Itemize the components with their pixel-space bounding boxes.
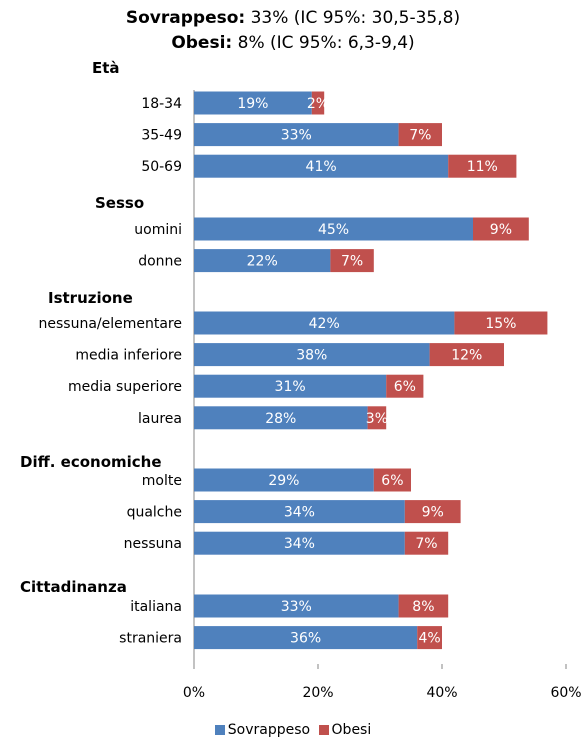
bar-obesi-qualche — [404, 500, 461, 524]
chart-title-line-2: Obesi: 8% (IC 95%: 6,3-9,4) — [0, 33, 586, 53]
group-label-et: Età — [92, 59, 120, 77]
data-label-obesi-18-34: 2% — [307, 96, 329, 112]
data-label-obesi-media-inferiore: 12% — [451, 348, 482, 364]
data-label-sovrappeso-media-inferiore: 38% — [296, 348, 327, 364]
data-label-obesi-nessuna-elementare: 15% — [485, 316, 516, 332]
data-label-sovrappeso-nessuna-elementare: 42% — [309, 316, 340, 332]
x-tick-label: 40% — [426, 685, 457, 701]
data-label-sovrappeso-18-34: 19% — [237, 96, 268, 112]
data-label-obesi-50-69: 11% — [467, 159, 498, 175]
data-label-obesi-uomini: 9% — [490, 222, 512, 238]
category-label-nessuna: nessuna — [124, 536, 182, 552]
category-label-laurea: laurea — [138, 411, 182, 427]
category-label-media-superiore: media superiore — [68, 379, 182, 395]
category-label-18-34: 18-34 — [141, 96, 182, 112]
category-label-donne: donne — [138, 254, 182, 270]
bar-sovrappeso-molte — [194, 468, 374, 492]
bar-obesi-18-34 — [311, 91, 325, 115]
bar-obesi-50-69 — [448, 154, 517, 178]
group-label-istruzione: Istruzione — [48, 289, 133, 307]
data-label-sovrappeso-italiana: 33% — [281, 599, 312, 615]
category-label-straniera: straniera — [119, 631, 182, 647]
bar-obesi-media-inferiore — [429, 343, 504, 367]
data-label-obesi-35-49: 7% — [409, 128, 431, 144]
data-label-sovrappeso-uomini: 45% — [318, 222, 349, 238]
bar-sovrappeso-media-superiore — [194, 374, 387, 398]
bar-sovrappeso-uomini — [194, 217, 473, 241]
bar-obesi-35-49 — [398, 123, 442, 147]
bar-obesi-laurea — [367, 406, 387, 430]
data-label-sovrappeso-50-69: 41% — [306, 159, 337, 175]
title-sovrappeso-value: 33% (IC 95%: 30,5-35,8) — [245, 8, 461, 28]
bar-sovrappeso-qualche — [194, 500, 405, 524]
data-label-obesi-qualche: 9% — [422, 505, 444, 521]
bar-obesi-donne — [330, 249, 374, 273]
data-label-obesi-molte: 6% — [381, 473, 403, 489]
data-label-sovrappeso-nessuna: 34% — [284, 536, 315, 552]
data-label-obesi-italiana: 8% — [412, 599, 434, 615]
stacked-bar-chart: Età 18-34 19% 2% 35-49 33% 7% 50-69 41% 11% Sesso u… — [20, 59, 582, 701]
chart-title-line-1: Sovrappeso: 33% (IC 95%: 30,5-35,8) — [0, 8, 586, 28]
legend-label-sovrappeso: Sovrappeso — [227, 722, 311, 738]
title-sovrappeso-label: Sovrappeso: — [125, 8, 246, 28]
bar-sovrappeso-laurea — [194, 406, 368, 430]
data-label-sovrappeso-media-superiore: 31% — [275, 379, 306, 395]
legend-label-obesi: Obesi — [331, 722, 372, 738]
x-tick-label: 60% — [550, 685, 581, 701]
bar-obesi-straniera — [417, 626, 442, 650]
x-tick-label: 20% — [302, 685, 333, 701]
category-label-nessuna-elementare: nessuna/elementare — [39, 316, 183, 332]
data-label-sovrappeso-donne: 22% — [247, 254, 278, 270]
x-tick-label: 0% — [183, 685, 205, 701]
legend-item-obesi: Obesi — [318, 722, 372, 738]
category-label-italiana: italiana — [130, 599, 182, 615]
data-label-sovrappeso-qualche: 34% — [284, 505, 315, 521]
group-label-sesso: Sesso — [95, 194, 144, 212]
bar-sovrappeso-straniera — [194, 626, 418, 650]
data-label-obesi-nessuna: 7% — [415, 536, 437, 552]
legend-swatch-obesi — [318, 725, 329, 735]
data-label-obesi-straniera: 4% — [418, 631, 440, 647]
legend-item-sovrappeso: Sovrappeso — [214, 722, 311, 738]
legend-swatch-sovrappeso — [214, 725, 225, 735]
category-label-35-49: 35-49 — [141, 128, 182, 144]
bar-obesi-nessuna-elementare — [454, 311, 548, 335]
data-label-sovrappeso-35-49: 33% — [281, 128, 312, 144]
bar-sovrappeso-nessuna-elementare — [194, 311, 455, 335]
bar-sovrappeso-donne — [194, 249, 331, 273]
bar-obesi-italiana — [398, 594, 449, 618]
category-label-qualche: qualche — [127, 505, 182, 521]
bar-sovrappeso-italiana — [194, 594, 399, 618]
title-obesi-label: Obesi: — [171, 33, 233, 53]
group-label-diff-economiche: Diff. economiche — [20, 453, 162, 471]
data-label-sovrappeso-straniera: 36% — [290, 631, 321, 647]
bar-sovrappeso-50-69 — [194, 154, 449, 178]
bar-obesi-uomini — [473, 217, 529, 241]
category-label-50-69: 50-69 — [141, 159, 182, 175]
bar-obesi-molte — [373, 468, 411, 492]
bar-sovrappeso-35-49 — [194, 123, 399, 147]
legend: Sovrappeso Obesi — [0, 722, 586, 739]
data-label-sovrappeso-laurea: 28% — [265, 411, 296, 427]
category-label-uomini: uomini — [134, 222, 182, 238]
bar-sovrappeso-media-inferiore — [194, 343, 430, 367]
category-label-molte: molte — [142, 473, 182, 489]
data-label-obesi-donne: 7% — [341, 254, 363, 270]
bar-obesi-media-superiore — [386, 374, 424, 398]
bar-sovrappeso-18-34 — [194, 91, 312, 115]
data-label-obesi-media-superiore: 6% — [394, 379, 416, 395]
data-label-sovrappeso-molte: 29% — [268, 473, 299, 489]
data-label-obesi-laurea: 3% — [366, 411, 388, 427]
title-obesi-value: 8% (IC 95%: 6,3-9,4) — [232, 33, 415, 53]
category-label-media-inferiore: media inferiore — [75, 348, 182, 364]
bar-obesi-nessuna — [404, 531, 449, 555]
bar-sovrappeso-nessuna — [194, 531, 405, 555]
group-label-cittadinanza: Cittadinanza — [20, 578, 127, 596]
